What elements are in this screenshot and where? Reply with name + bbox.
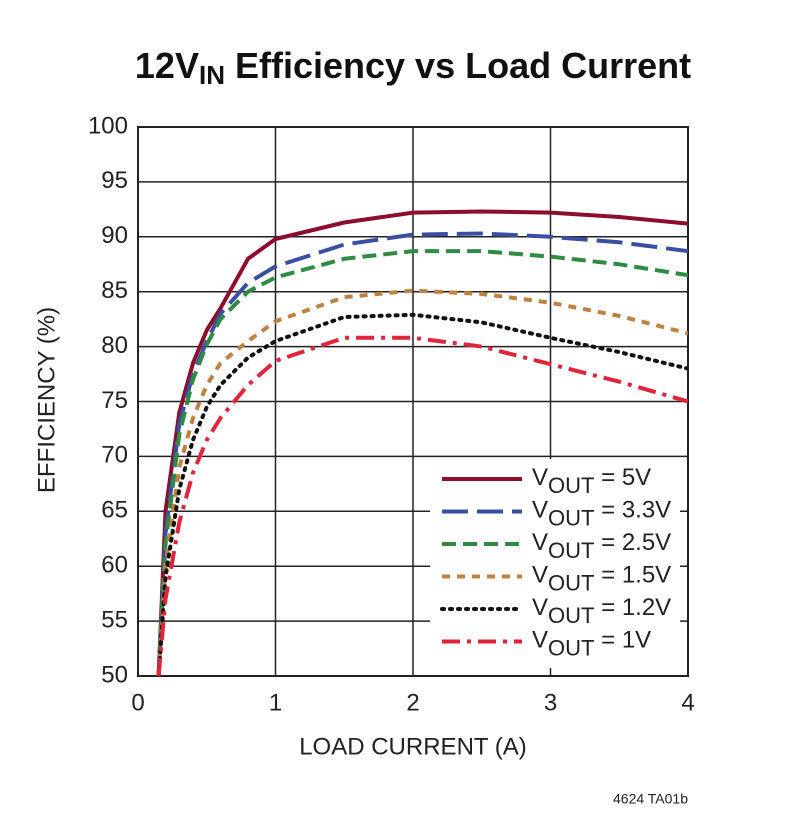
series-line: [156, 312, 688, 676]
x-axis-label: LOAD CURRENT (A): [299, 733, 527, 760]
legend-subscript: OUT: [548, 635, 594, 660]
legend-text: = 3.3V: [594, 497, 671, 524]
series-line: [156, 209, 688, 676]
chart-title: 12VIN Efficiency vs Load Current: [135, 45, 691, 90]
y-tick-label: 65: [101, 497, 128, 524]
series-line: [156, 231, 688, 676]
legend-label: VOUT = 5V: [532, 464, 651, 497]
legend-text: = 1.5V: [594, 562, 671, 589]
x-tick-label: 4: [681, 689, 694, 716]
legend-text: = 1V: [594, 627, 651, 654]
legend-text: V: [532, 627, 548, 654]
y-tick-label: 75: [101, 387, 128, 414]
x-tick-label: 1: [269, 689, 282, 716]
legend-subscript: OUT: [548, 538, 594, 563]
y-tick-label: 60: [101, 552, 128, 579]
y-tick-label: 90: [101, 222, 128, 249]
y-tick-label: 85: [101, 277, 128, 304]
legend-text: V: [532, 497, 548, 524]
legend-subscript: OUT: [548, 473, 594, 498]
legend-text: = 5V: [594, 464, 651, 491]
y-tick-label: 100: [88, 112, 128, 139]
series-line: [156, 335, 688, 676]
series-line: [156, 288, 688, 676]
series-group: [156, 209, 688, 676]
y-tick-label: 95: [101, 167, 128, 194]
legend-label: VOUT = 2.5V: [532, 529, 671, 562]
legend-text: V: [532, 562, 548, 589]
legend-text: = 1.2V: [594, 594, 671, 621]
x-tick-label: 0: [131, 689, 144, 716]
title-part: Efficiency vs Load Current: [225, 45, 691, 86]
y-tick-label: 50: [101, 661, 128, 688]
legend-subscript: OUT: [548, 603, 594, 628]
legend-subscript: OUT: [548, 570, 594, 595]
title-subscript: IN: [199, 60, 225, 90]
legend-text: V: [532, 529, 548, 556]
legend-text: V: [532, 464, 548, 491]
y-tick-label: 80: [101, 332, 128, 359]
legend-subscript: OUT: [548, 505, 594, 530]
legend-label: VOUT = 1V: [532, 627, 651, 660]
legend-label: VOUT = 3.3V: [532, 497, 671, 530]
legend-text: = 2.5V: [594, 529, 671, 556]
figure-id: 4624 TA01b: [613, 791, 688, 807]
x-tick-label: 2: [406, 689, 419, 716]
y-tick-label: 55: [101, 606, 128, 633]
y-axis-label: EFFICIENCY (%): [33, 307, 60, 493]
y-tick-label: 70: [101, 442, 128, 469]
series-line: [156, 249, 688, 676]
legend-text: V: [532, 594, 548, 621]
legend-label: VOUT = 1.2V: [532, 594, 671, 627]
x-tick-label: 3: [544, 689, 557, 716]
title-part: 12V: [135, 45, 199, 86]
legend-box: [430, 459, 680, 668]
legend-label: VOUT = 1.5V: [532, 562, 671, 595]
